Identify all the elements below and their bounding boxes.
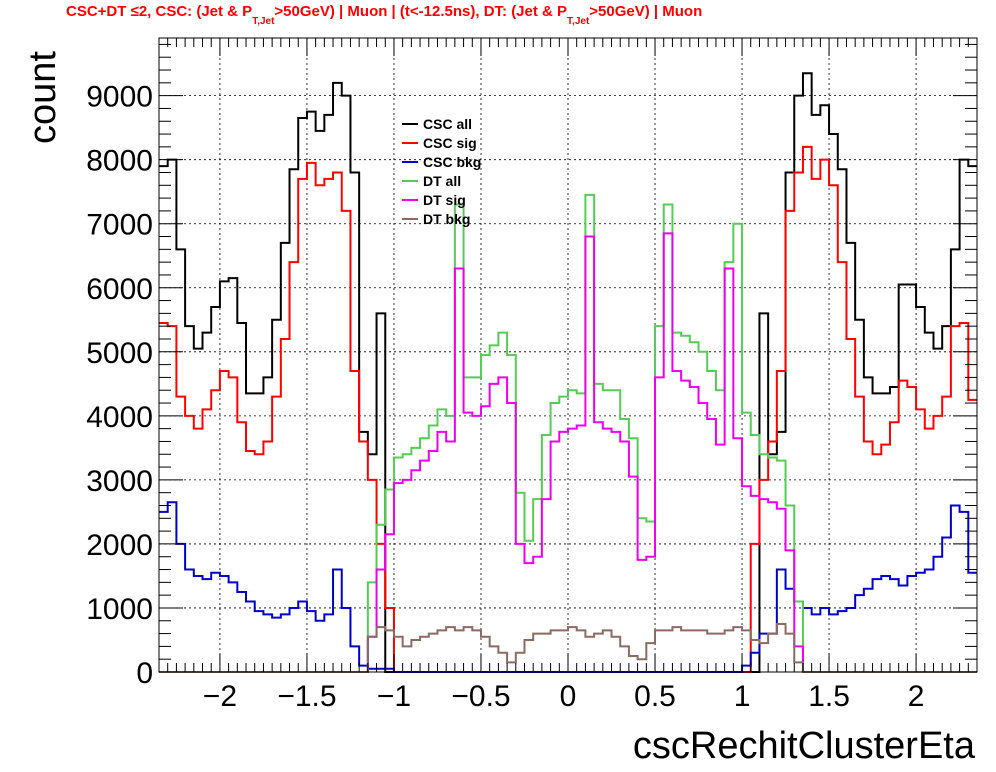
- y-tick-label: 2000: [86, 529, 153, 562]
- y-tick-label: 6000: [86, 273, 153, 306]
- y-axis-title: count: [22, 51, 64, 144]
- x-tick-label: 0.5: [634, 680, 676, 713]
- x-tick-label: 0: [560, 680, 577, 713]
- chart-title-part-1: CSC+DT ≤2, CSC: (Jet & P: [66, 3, 252, 20]
- y-tick-label: 3000: [86, 465, 153, 498]
- y-tick-label: 8000: [86, 145, 153, 178]
- y-tick-label: 1000: [86, 593, 153, 626]
- x-tick-label: −1: [377, 680, 411, 713]
- legend-label-dt-sig: DT sig: [423, 192, 466, 208]
- chart-title-part-3: >50GeV) | Muon: [589, 3, 702, 20]
- y-tick-label: 0: [136, 657, 153, 690]
- x-axis-title: cscRechitClusterEta: [633, 725, 976, 767]
- y-tick-label: 9000: [86, 81, 153, 114]
- legend-label-csc-sig: CSC sig: [423, 135, 477, 151]
- y-tick-label: 4000: [86, 401, 153, 434]
- tick-labels: −2 −1.5 −1 −0.5 0 0.5 1 1.5 2 0 1000 2000 3000 4000 50…: [86, 81, 924, 713]
- x-tick-label: 2: [908, 680, 925, 713]
- chart-title-part-2: >50GeV) | Muon | (t<-12.5ns), DT: (Jet &…: [274, 3, 567, 20]
- x-tick-label: 1.5: [808, 680, 850, 713]
- legend-label-csc-all: CSC all: [423, 116, 472, 132]
- legend-label-dt-all: DT all: [423, 173, 461, 189]
- x-tick-label: 1: [734, 680, 751, 713]
- x-tick-label: −1.5: [277, 680, 336, 713]
- legend-label-csc-bkg: CSC bkg: [423, 154, 481, 170]
- axis-ticks: [158, 38, 978, 673]
- x-tick-label: −2: [203, 680, 237, 713]
- y-tick-label: 7000: [86, 209, 153, 242]
- chart-title: CSC+DT ≤2, CSC: (Jet & PT,Jet>50GeV) | M…: [66, 3, 702, 27]
- y-tick-label: 5000: [86, 337, 153, 370]
- chart-title-sub-1: T,Jet: [252, 16, 275, 27]
- legend-label-dt-bkg: DT bkg: [423, 211, 470, 227]
- chart-title-sub-2: T,Jet: [567, 16, 590, 27]
- x-tick-label: −0.5: [451, 680, 510, 713]
- series-line-csc-bkg: [159, 501, 977, 673]
- legend: CSC all CSC sig CSC bkg DT all DT sig DT bkg: [402, 116, 481, 227]
